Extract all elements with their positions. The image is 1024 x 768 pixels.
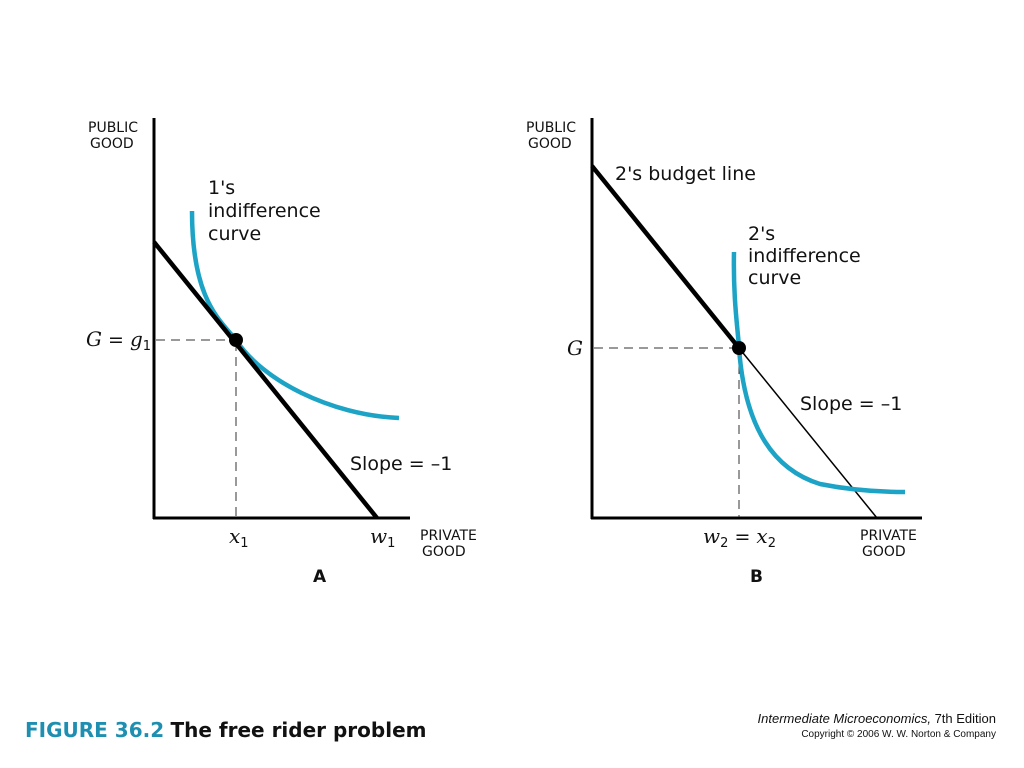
panel-a-slope-label: Slope = –1 [350,453,452,475]
panel-a-curve-label-line1: 1's [208,177,235,199]
panel-b-slope-label: Slope = –1 [800,393,902,415]
panel-b-y-tick-label: G [567,336,583,360]
panel-b-budget-line [590,164,741,350]
panel-b-curve-label-line2: indifference [748,245,861,267]
panel-a-curve-label-line2: indifference [208,200,321,222]
panel-b: PUBLIC GOOD PRIVATE GOOD 2's budget line… [526,118,922,587]
panel-a-y-tick-label: G = g1 [86,327,151,354]
panel-a-x-axis-label-line1: PRIVATE [420,528,477,544]
panel-a-curve-label-line3: curve [208,223,261,245]
figure-credit: Intermediate Microeconomics, 7th Edition… [758,711,996,740]
panel-b-x-axis-label-line1: PRIVATE [860,528,917,544]
panel-a-x-tick-x1: x1 [229,524,249,551]
panel-b-x-tick-label: w2 = x2 [703,524,776,551]
figure-number: FIGURE 36.2 [25,718,165,742]
copyright-notice: Copyright © 2006 W. W. Norton & Company [801,729,996,740]
panel-b-curve-label-line1: 2's [748,223,775,245]
panel-a-budget-line [152,240,379,520]
panel-a-equilibrium-point [229,333,243,347]
book-title: Intermediate Microeconomics, [757,711,931,726]
panel-b-x-axis-label-line2: GOOD [862,544,906,560]
panel-b-equilibrium-point [732,341,746,355]
panel-b-y-axis-label-line2: GOOD [528,136,572,152]
panel-b-curve-label-line3: curve [748,267,801,289]
figure-caption: FIGURE 36.2 The free rider problem [25,718,427,742]
panel-a-y-axis-label-line1: PUBLIC [88,120,138,136]
book-reference: Intermediate Microeconomics, 7th Edition [758,711,996,726]
panel-b-budget-line-label: 2's budget line [615,163,756,185]
panel-a-id: A [313,567,327,587]
panel-a-x-tick-w1: w1 [370,524,395,551]
panel-a: PUBLIC GOOD PRIVATE GOOD 1's indifferenc… [86,118,477,587]
panel-a-x-axis-label-line2: GOOD [422,544,466,560]
panel-b-indifference-curve [731,251,906,495]
panel-b-y-axis-label-line1: PUBLIC [526,120,576,136]
figure-title: The free rider problem [170,718,427,742]
panel-b-id: B [750,567,763,587]
panel-a-y-axis-label-line2: GOOD [90,136,134,152]
book-edition: 7th Edition [930,711,996,726]
